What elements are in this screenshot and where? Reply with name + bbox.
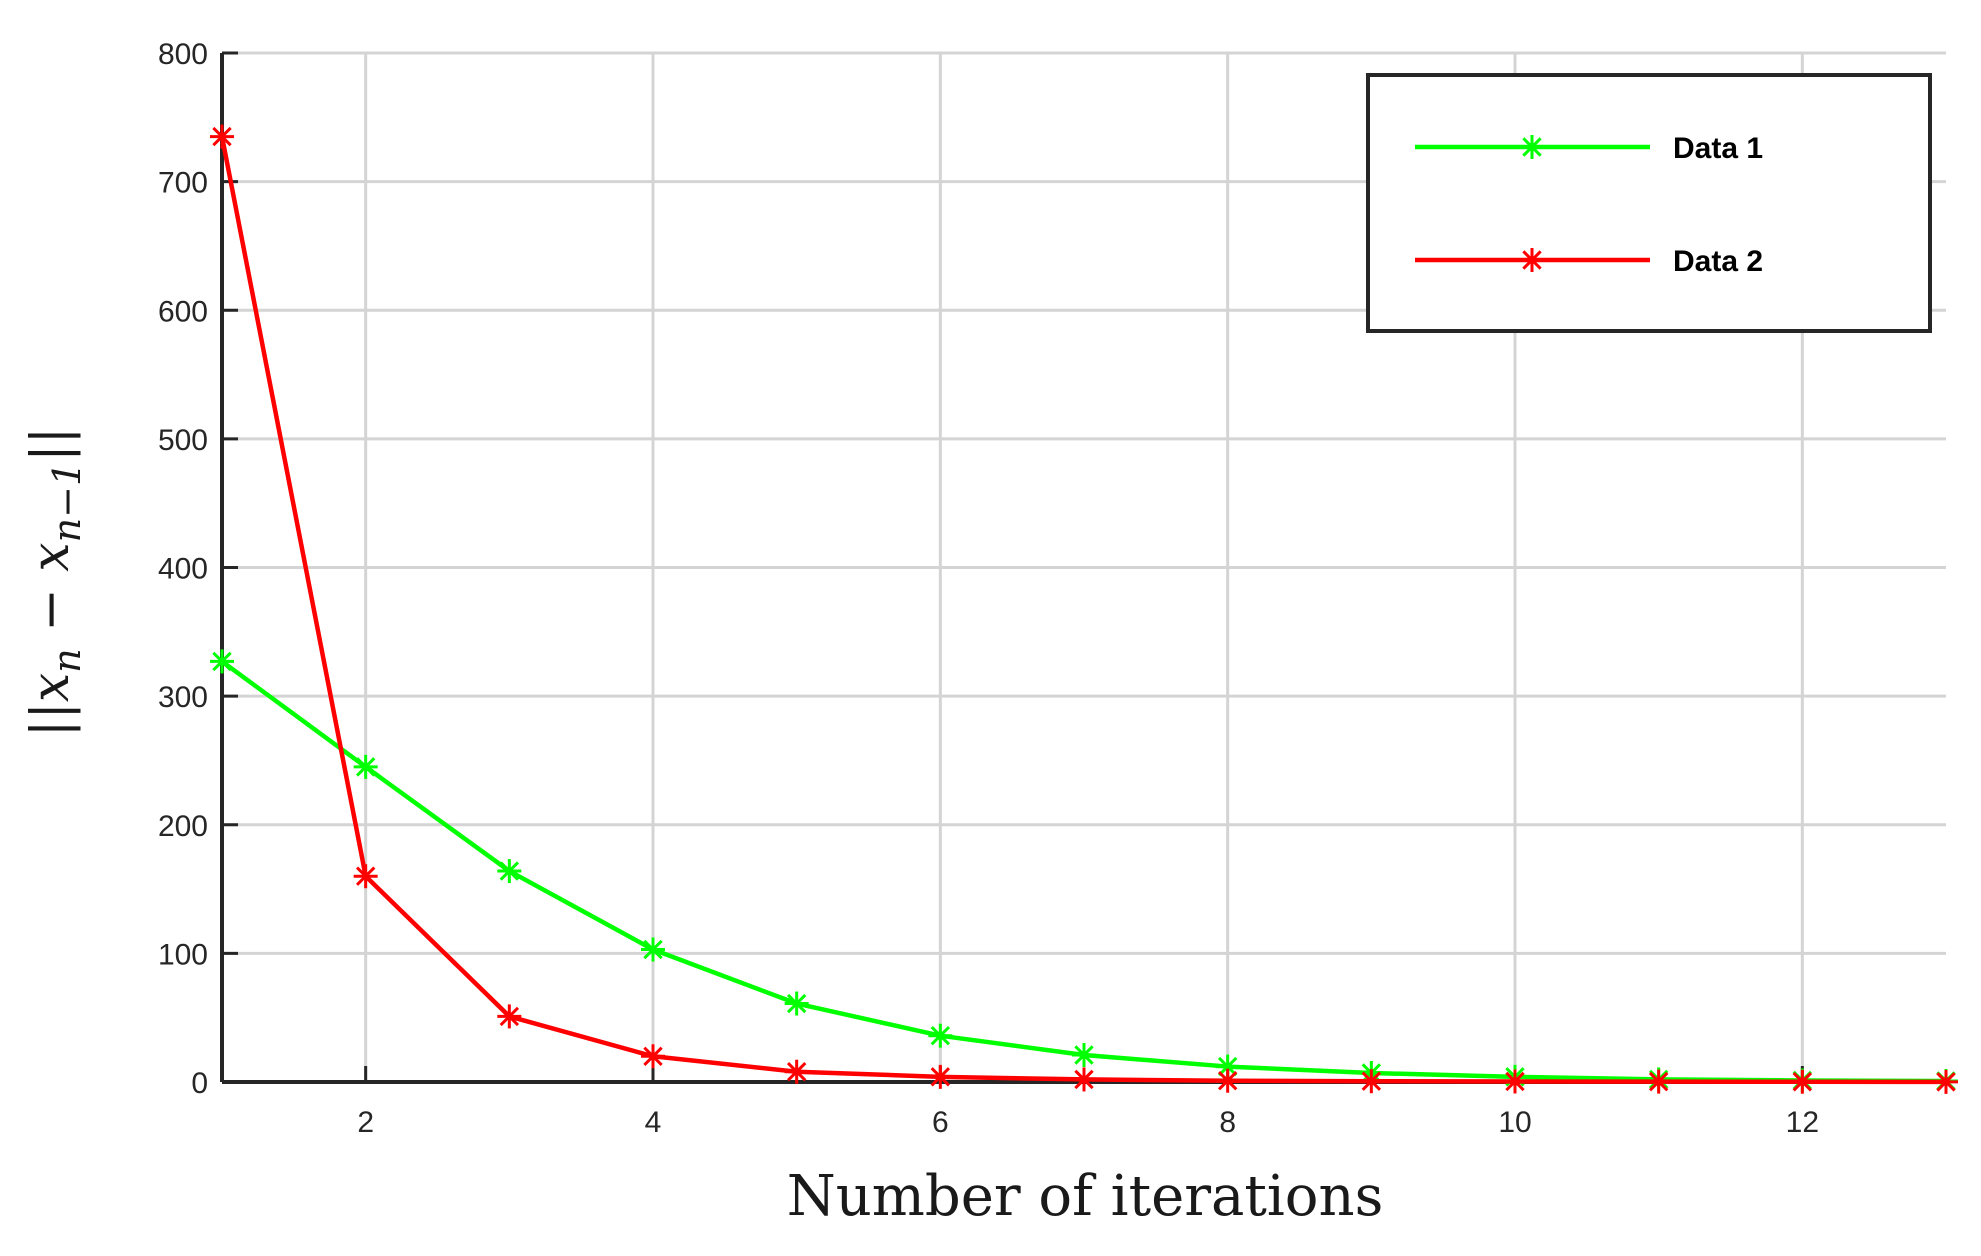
data-point <box>497 1004 522 1029</box>
data-point <box>928 1023 953 1048</box>
data-point <box>641 937 665 962</box>
tick-labels: 2 4 6 8 10 12 0 100 200 300 400 500 600 700 800 <box>158 38 1819 1139</box>
y-tick-label: 0 <box>191 1067 208 1100</box>
y-tick-label: 200 <box>158 810 208 843</box>
data-point <box>497 859 522 884</box>
legend-marker <box>1520 248 1544 272</box>
data-point <box>353 754 378 779</box>
data-point <box>928 1064 953 1089</box>
data-point <box>1359 1069 1384 1094</box>
data-point <box>210 124 234 149</box>
series <box>210 124 1958 1094</box>
data-point <box>1646 1069 1671 1094</box>
y-axis-label: ||xn − xn−1|| <box>21 427 89 737</box>
x-tick-label: 12 <box>1786 1106 1819 1139</box>
x-axis-label: Number of iterations <box>787 1164 1384 1229</box>
series-1 <box>210 649 1958 1093</box>
x-tick-label: 8 <box>1219 1106 1236 1139</box>
data-point <box>784 991 809 1016</box>
y-tick-label: 700 <box>158 167 208 200</box>
data-point <box>1790 1069 1815 1094</box>
x-tick-label: 6 <box>932 1106 949 1139</box>
legend-entry-1: Data 1 <box>1415 132 1763 165</box>
y-tick-label: 500 <box>158 424 208 457</box>
series-line <box>220 659 1947 1084</box>
data-point <box>1072 1042 1096 1067</box>
data-point <box>1072 1067 1096 1092</box>
data-point <box>1215 1068 1240 1093</box>
data-point <box>353 864 378 889</box>
series-2 <box>210 124 1958 1094</box>
legend-label: Data 2 <box>1673 245 1763 278</box>
y-tick-label: 600 <box>158 295 208 328</box>
data-point <box>1934 1069 1958 1094</box>
x-tick-label: 10 <box>1498 1106 1531 1139</box>
data-point <box>784 1059 809 1084</box>
data-point <box>641 1044 665 1069</box>
data-point <box>210 649 234 674</box>
y-tick-label: 100 <box>158 938 208 971</box>
y-tick-label: 300 <box>158 681 208 714</box>
y-tick-label: 800 <box>158 38 208 71</box>
legend-box <box>1366 73 1932 333</box>
data-point <box>1503 1069 1527 1094</box>
x-tick-label: 2 <box>357 1106 374 1139</box>
x-tick-label: 4 <box>645 1106 662 1139</box>
legend-entry-2: Data 2 <box>1415 245 1763 278</box>
y-tick-label: 400 <box>158 553 208 586</box>
legend: Data 1 Data 2 <box>1366 73 1932 333</box>
legend-label: Data 1 <box>1673 132 1763 165</box>
legend-marker <box>1520 135 1544 159</box>
